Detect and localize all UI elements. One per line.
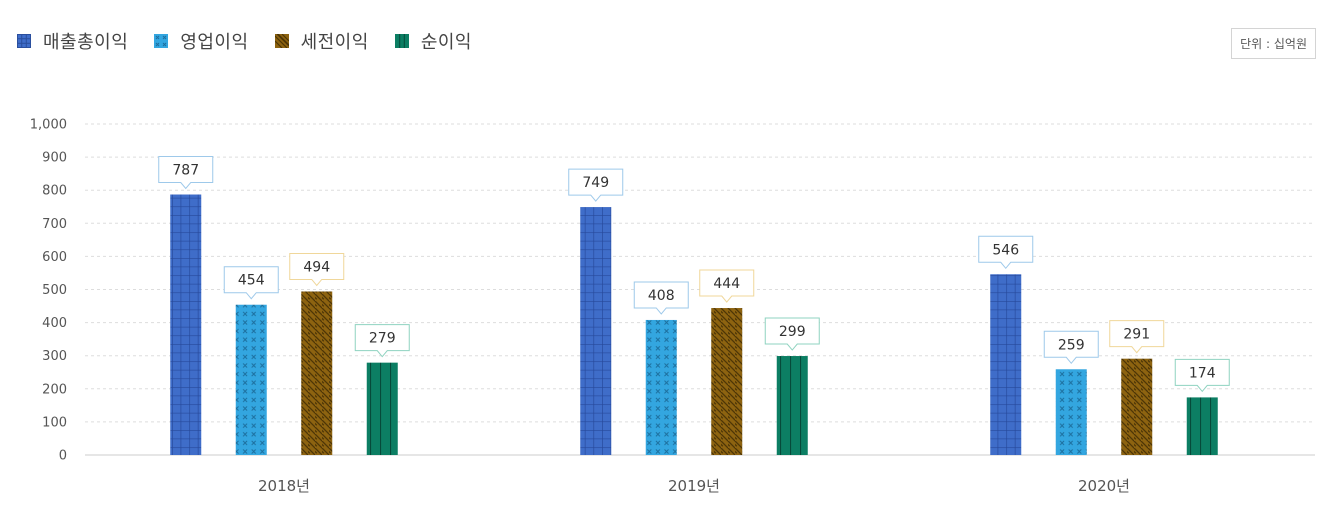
data-label-text: 174 — [1189, 365, 1216, 381]
y-tick-label: 0 — [59, 449, 67, 464]
data-label-box — [978, 235, 1034, 270]
y-tick-label: 400 — [42, 316, 67, 331]
data-label-pretax-profit: 291 — [1109, 320, 1165, 354]
data-label-net-profit: 279 — [354, 324, 410, 358]
bar-pretax-profit[interactable] — [1121, 358, 1153, 455]
data-label-layer: 787 454 494 279 749 408 444 299 546 259 291 174 — [158, 156, 1230, 393]
data-label-text: 787 — [172, 163, 199, 179]
legend: 매출총이익 영업이익 세전이익 순이익 — [17, 28, 498, 54]
y-tick-label: 300 — [42, 349, 67, 364]
data-label-box — [289, 252, 345, 287]
data-label-operating-profit: 454 — [223, 266, 279, 300]
diagonal-square-icon — [274, 34, 289, 48]
y-tick-label: 800 — [42, 184, 67, 199]
bar-net-profit[interactable] — [366, 362, 398, 455]
data-label-text: 749 — [582, 175, 609, 191]
legend-item-gross-profit[interactable]: 매출총이익 — [17, 28, 128, 54]
data-label-gross-profit: 546 — [978, 235, 1034, 270]
data-label-box — [158, 156, 214, 190]
bar-operating-profit[interactable] — [1055, 369, 1087, 455]
y-tick-label: 700 — [42, 217, 67, 232]
data-label-pretax-profit: 444 — [699, 269, 755, 303]
bar-operating-profit[interactable] — [235, 304, 267, 455]
data-label-net-profit: 174 — [1174, 358, 1230, 393]
y-tick-label: 1,000 — [30, 118, 67, 133]
bar-gross-profit[interactable] — [990, 274, 1022, 455]
bar-gross-profit[interactable] — [580, 207, 612, 455]
x-tick-label: 2018년 — [258, 477, 310, 495]
bar-pretax-profit[interactable] — [711, 308, 743, 455]
unit-label: 단위 : 십억원 — [1231, 28, 1316, 59]
data-label-operating-profit: 408 — [633, 281, 689, 315]
y-tick-label: 100 — [42, 415, 67, 430]
bar-net-profit[interactable] — [1186, 397, 1218, 455]
data-label-text: 454 — [238, 273, 265, 289]
legend-item-pretax-profit[interactable]: 세전이익 — [274, 28, 369, 54]
data-label-net-profit: 299 — [764, 317, 820, 351]
x-tick-label: 2020년 — [1078, 477, 1130, 495]
legend-item-operating-profit[interactable]: 영업이익 — [154, 28, 248, 54]
grid-square-icon — [17, 34, 31, 48]
data-label-text: 259 — [1058, 337, 1085, 353]
data-label-box — [568, 168, 624, 202]
bar-pretax-profit[interactable] — [301, 291, 333, 455]
data-label-text: 408 — [648, 288, 675, 304]
vertical-square-icon — [394, 34, 409, 48]
data-label-operating-profit: 259 — [1043, 330, 1099, 365]
data-label-box — [764, 317, 820, 351]
grid-layer — [85, 123, 1315, 456]
data-label-box — [633, 281, 689, 315]
bar-operating-profit[interactable] — [645, 319, 677, 455]
data-label-box — [1109, 320, 1165, 354]
data-label-box — [699, 269, 755, 303]
bar-net-profit[interactable] — [776, 356, 808, 455]
x-tick-layer: 2018년 2019년 2020년 — [258, 477, 1130, 495]
data-label-box — [354, 324, 410, 358]
legend-label: 매출총이익 — [43, 32, 129, 53]
data-label-text: 279 — [369, 331, 396, 347]
data-label-pretax-profit: 494 — [289, 252, 345, 287]
data-label-text: 546 — [992, 242, 1019, 258]
y-tick-label: 600 — [42, 250, 67, 265]
y-tick-label: 900 — [42, 151, 67, 166]
data-label-text: 299 — [779, 324, 806, 340]
x-tick-label: 2019년 — [668, 477, 720, 495]
data-label-text: 291 — [1123, 327, 1150, 343]
data-label-gross-profit: 787 — [158, 156, 214, 190]
data-label-box — [223, 266, 279, 300]
legend-label: 순이익 — [420, 32, 472, 53]
legend-label: 세전이익 — [300, 32, 369, 53]
legend-label: 영업이익 — [180, 32, 249, 53]
data-label-box — [1043, 330, 1099, 365]
legend-item-net-profit[interactable]: 순이익 — [394, 28, 472, 54]
data-label-text: 494 — [303, 259, 330, 275]
data-label-gross-profit: 749 — [568, 168, 624, 202]
data-label-box — [1174, 358, 1230, 393]
bar-gross-profit[interactable] — [170, 194, 202, 456]
bar-layer — [170, 194, 1218, 456]
data-label-text: 444 — [713, 276, 740, 292]
y-tick-layer: 0 100 200 300 400 500 600 700 800 900 1,000 — [30, 118, 67, 464]
cross-square-icon — [154, 34, 169, 48]
y-tick-label: 500 — [42, 283, 67, 298]
y-tick-label: 200 — [42, 382, 67, 397]
